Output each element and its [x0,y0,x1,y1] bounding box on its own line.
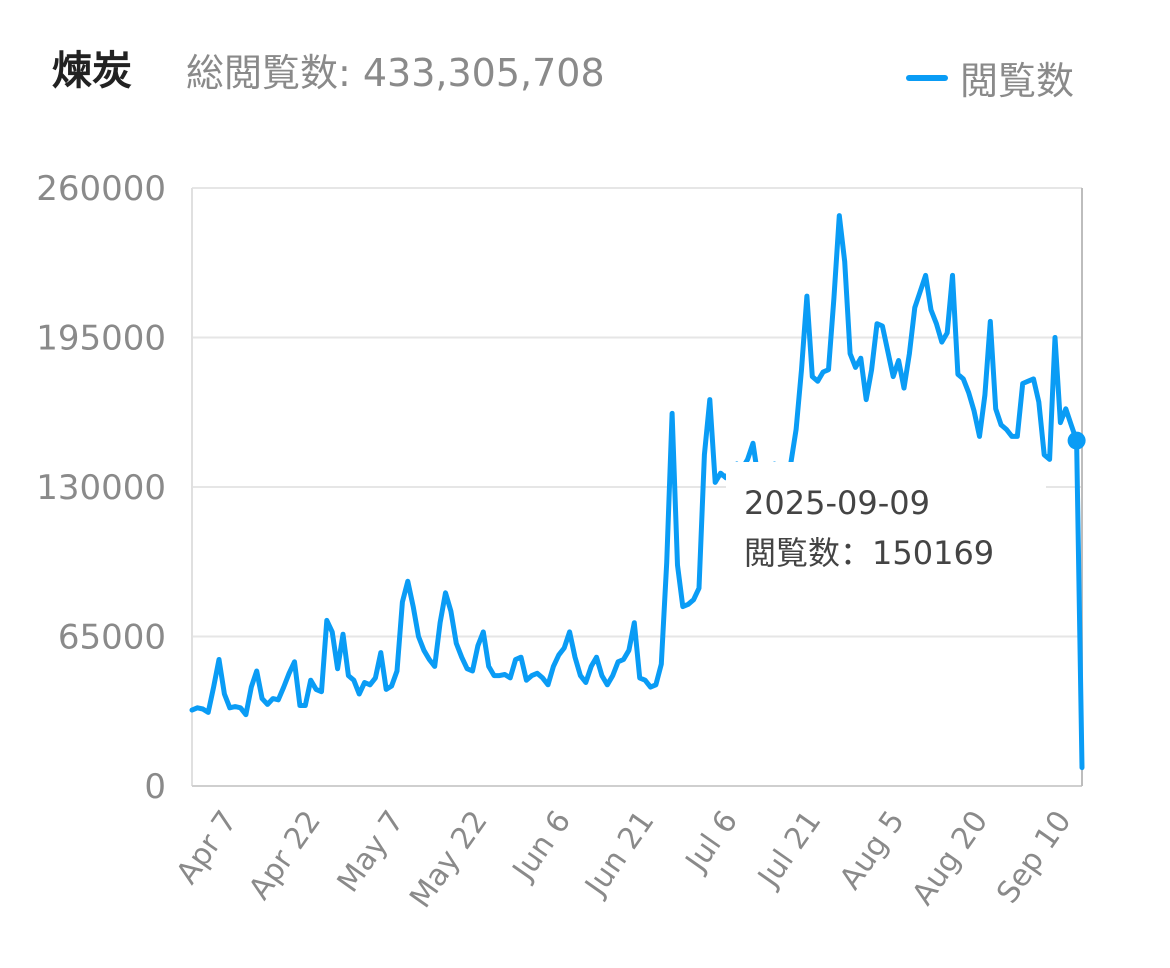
y-axis-ticks: 0 65000 130000 195000 260000 [36,169,166,807]
x-tick-label: Jun 21 [577,805,661,904]
x-tick-label: Aug 20 [906,805,996,912]
tooltip-value: 閲覧数：150169 [744,534,994,572]
series-layer [189,213,1085,771]
y-tick-label: 0 [144,767,166,807]
x-tick-label: May 22 [403,805,495,915]
legend: 閲覧数 [906,50,1074,105]
x-tick-label: Apr 7 [170,805,245,891]
y-tick-label: 65000 [58,618,166,658]
chart-title: 煉炭 [52,48,132,94]
x-tick-label: Jun 6 [505,805,578,889]
chart-subtitle: 総閲覧数: 433,305,708 [186,51,605,95]
tooltip: 2025-09-09 閲覧数：150169 [726,431,1086,590]
y-tick-label: 130000 [36,468,166,508]
legend-label: 閲覧数 [960,59,1075,103]
tooltip-box [726,462,1046,590]
x-tick-label: Jul 21 [750,805,828,895]
series-line-閲覧数 [189,213,1085,771]
tooltip-date: 2025-09-09 [744,484,930,522]
x-tick-label: Sep 10 [990,805,1078,910]
x-tick-label: Apr 22 [242,805,328,907]
highlight-point [1067,431,1086,450]
y-tick-label: 260000 [36,169,166,209]
x-tick-label: May 7 [331,805,412,899]
legend-swatch [906,74,948,81]
x-tick-label: Jul 6 [678,805,745,880]
x-tick-label: Aug 5 [833,805,912,897]
y-tick-label: 195000 [36,319,166,359]
